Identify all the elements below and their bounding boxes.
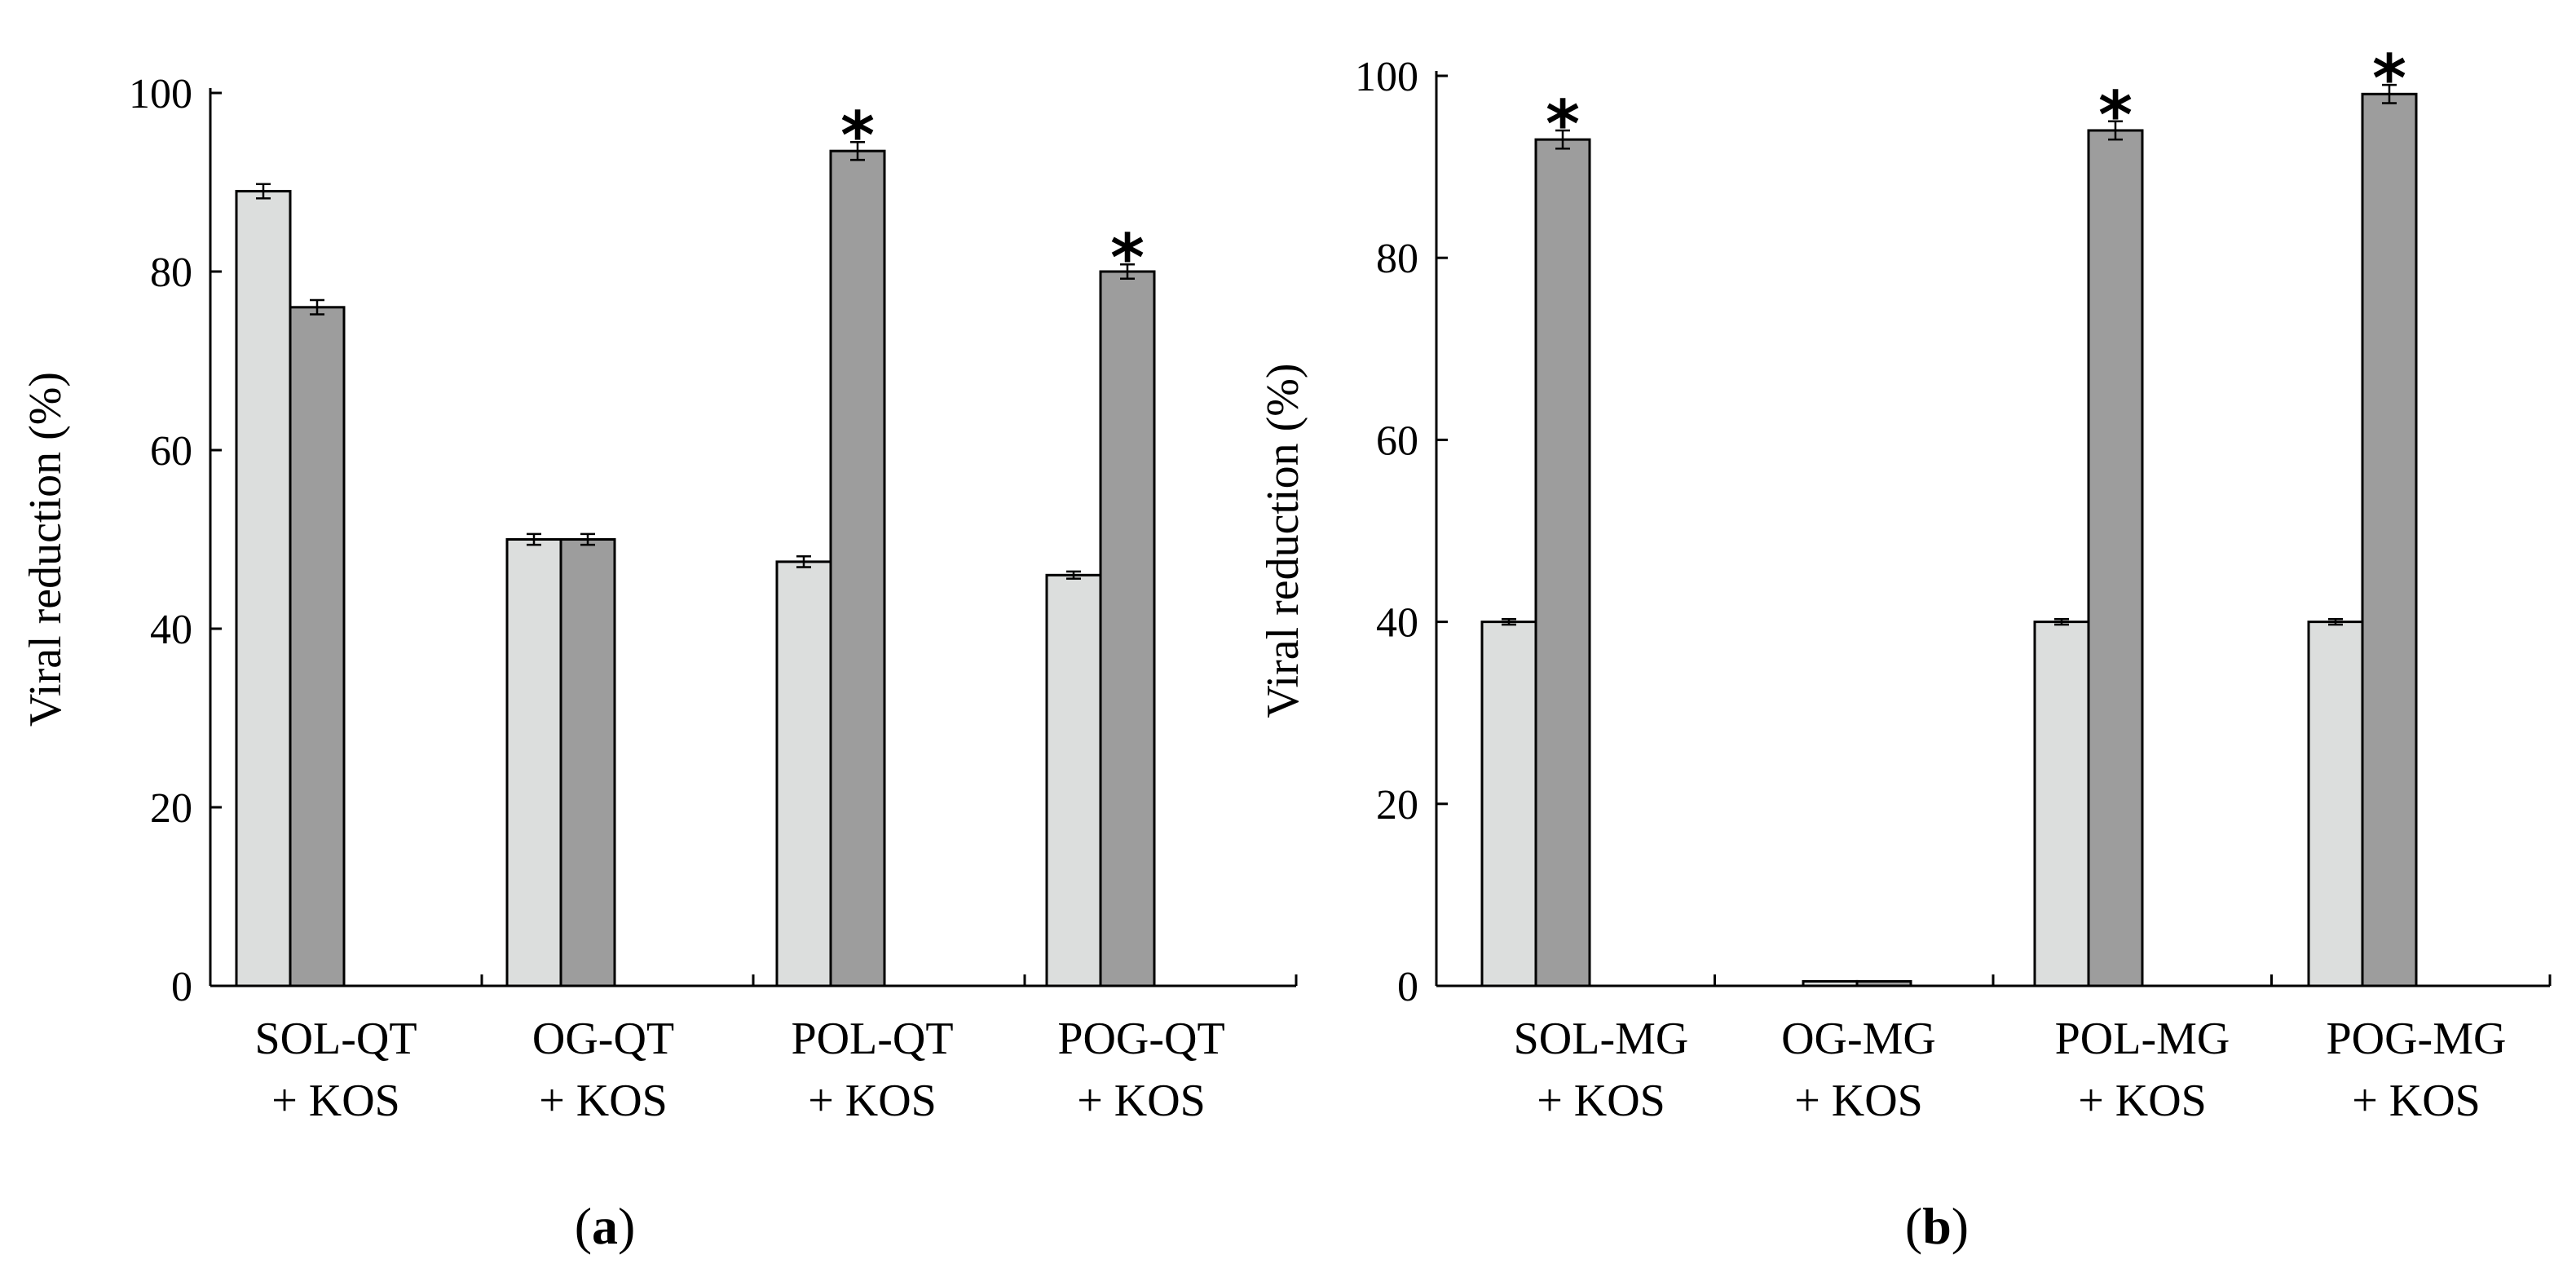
y-tick-label: 40 [150,607,192,653]
y-tick-label: 80 [150,250,192,296]
bar-dark-3 [2361,92,2418,987]
bar-dark-1 [1855,979,1912,987]
category-label: + KOS [539,1076,668,1126]
bar-light-3 [2307,621,2364,987]
panel-label: (b) [1905,1197,1969,1255]
bar-light-0 [1480,621,1537,987]
bar-dark-0 [289,306,346,987]
significance-star: * [840,98,875,174]
y-tick-label: 20 [1376,782,1418,828]
category-label: + KOS [808,1076,937,1126]
category-label: + KOS [2352,1076,2481,1126]
y-axis-title: Viral reduction (%) [20,372,71,727]
category-label: + KOS [1537,1076,1665,1126]
bar-light-2 [2033,621,2090,987]
bar-dark-0 [1534,138,1591,987]
category-label: + KOS [1794,1076,1923,1126]
chart-panel-b: 0 20 40 60 80 100 Viral reduction (%) * SOL-MG + … [1258,41,2552,1255]
y-tick-label: 20 [150,785,192,832]
bar-light-0 [235,189,292,987]
y-tick-label: 40 [1376,600,1418,647]
y-tick-label: 0 [1397,964,1418,1010]
category-label: SOL-QT [254,1014,417,1064]
significance-star: * [1546,86,1580,162]
y-tick-label: 0 [171,964,192,1010]
panel-label: (a) [575,1197,636,1255]
category-label: + KOS [271,1076,400,1126]
bar-dark-2 [2087,129,2144,987]
bar-light-1 [505,538,562,987]
category-label: SOL-MG [1514,1014,1689,1064]
y-tick-label: 100 [1355,54,1418,100]
significance-star: * [2098,77,2133,153]
significance-star: * [2372,41,2406,117]
category-label: POG-QT [1057,1014,1224,1064]
category-label: POL-QT [791,1014,953,1064]
y-tick-label: 100 [129,71,192,117]
bar-light-2 [775,560,832,987]
category-label: POL-MG [2055,1014,2230,1064]
category-label: + KOS [2078,1076,2207,1126]
y-tick-label: 60 [1376,418,1418,464]
y-axis-title: Viral reduction (%) [1258,363,1308,718]
significance-star: * [1110,220,1145,296]
y-tick-label: 80 [1376,236,1418,282]
category-label: + KOS [1077,1076,1206,1126]
bar-dark-3 [1099,270,1156,987]
bar-dark-2 [829,149,886,987]
bar-light-1 [1802,979,1859,987]
y-tick-label: 60 [150,428,192,475]
bar-dark-1 [559,538,616,987]
category-label: POG-MG [2327,1014,2507,1064]
bar-light-3 [1045,573,1102,987]
chart-panel-a: 0 20 40 60 80 100 Viral reduction (%) SOL-QT + K… [20,71,1298,1255]
category-label: OG-MG [1781,1014,1936,1064]
category-label: OG-QT [532,1014,674,1064]
